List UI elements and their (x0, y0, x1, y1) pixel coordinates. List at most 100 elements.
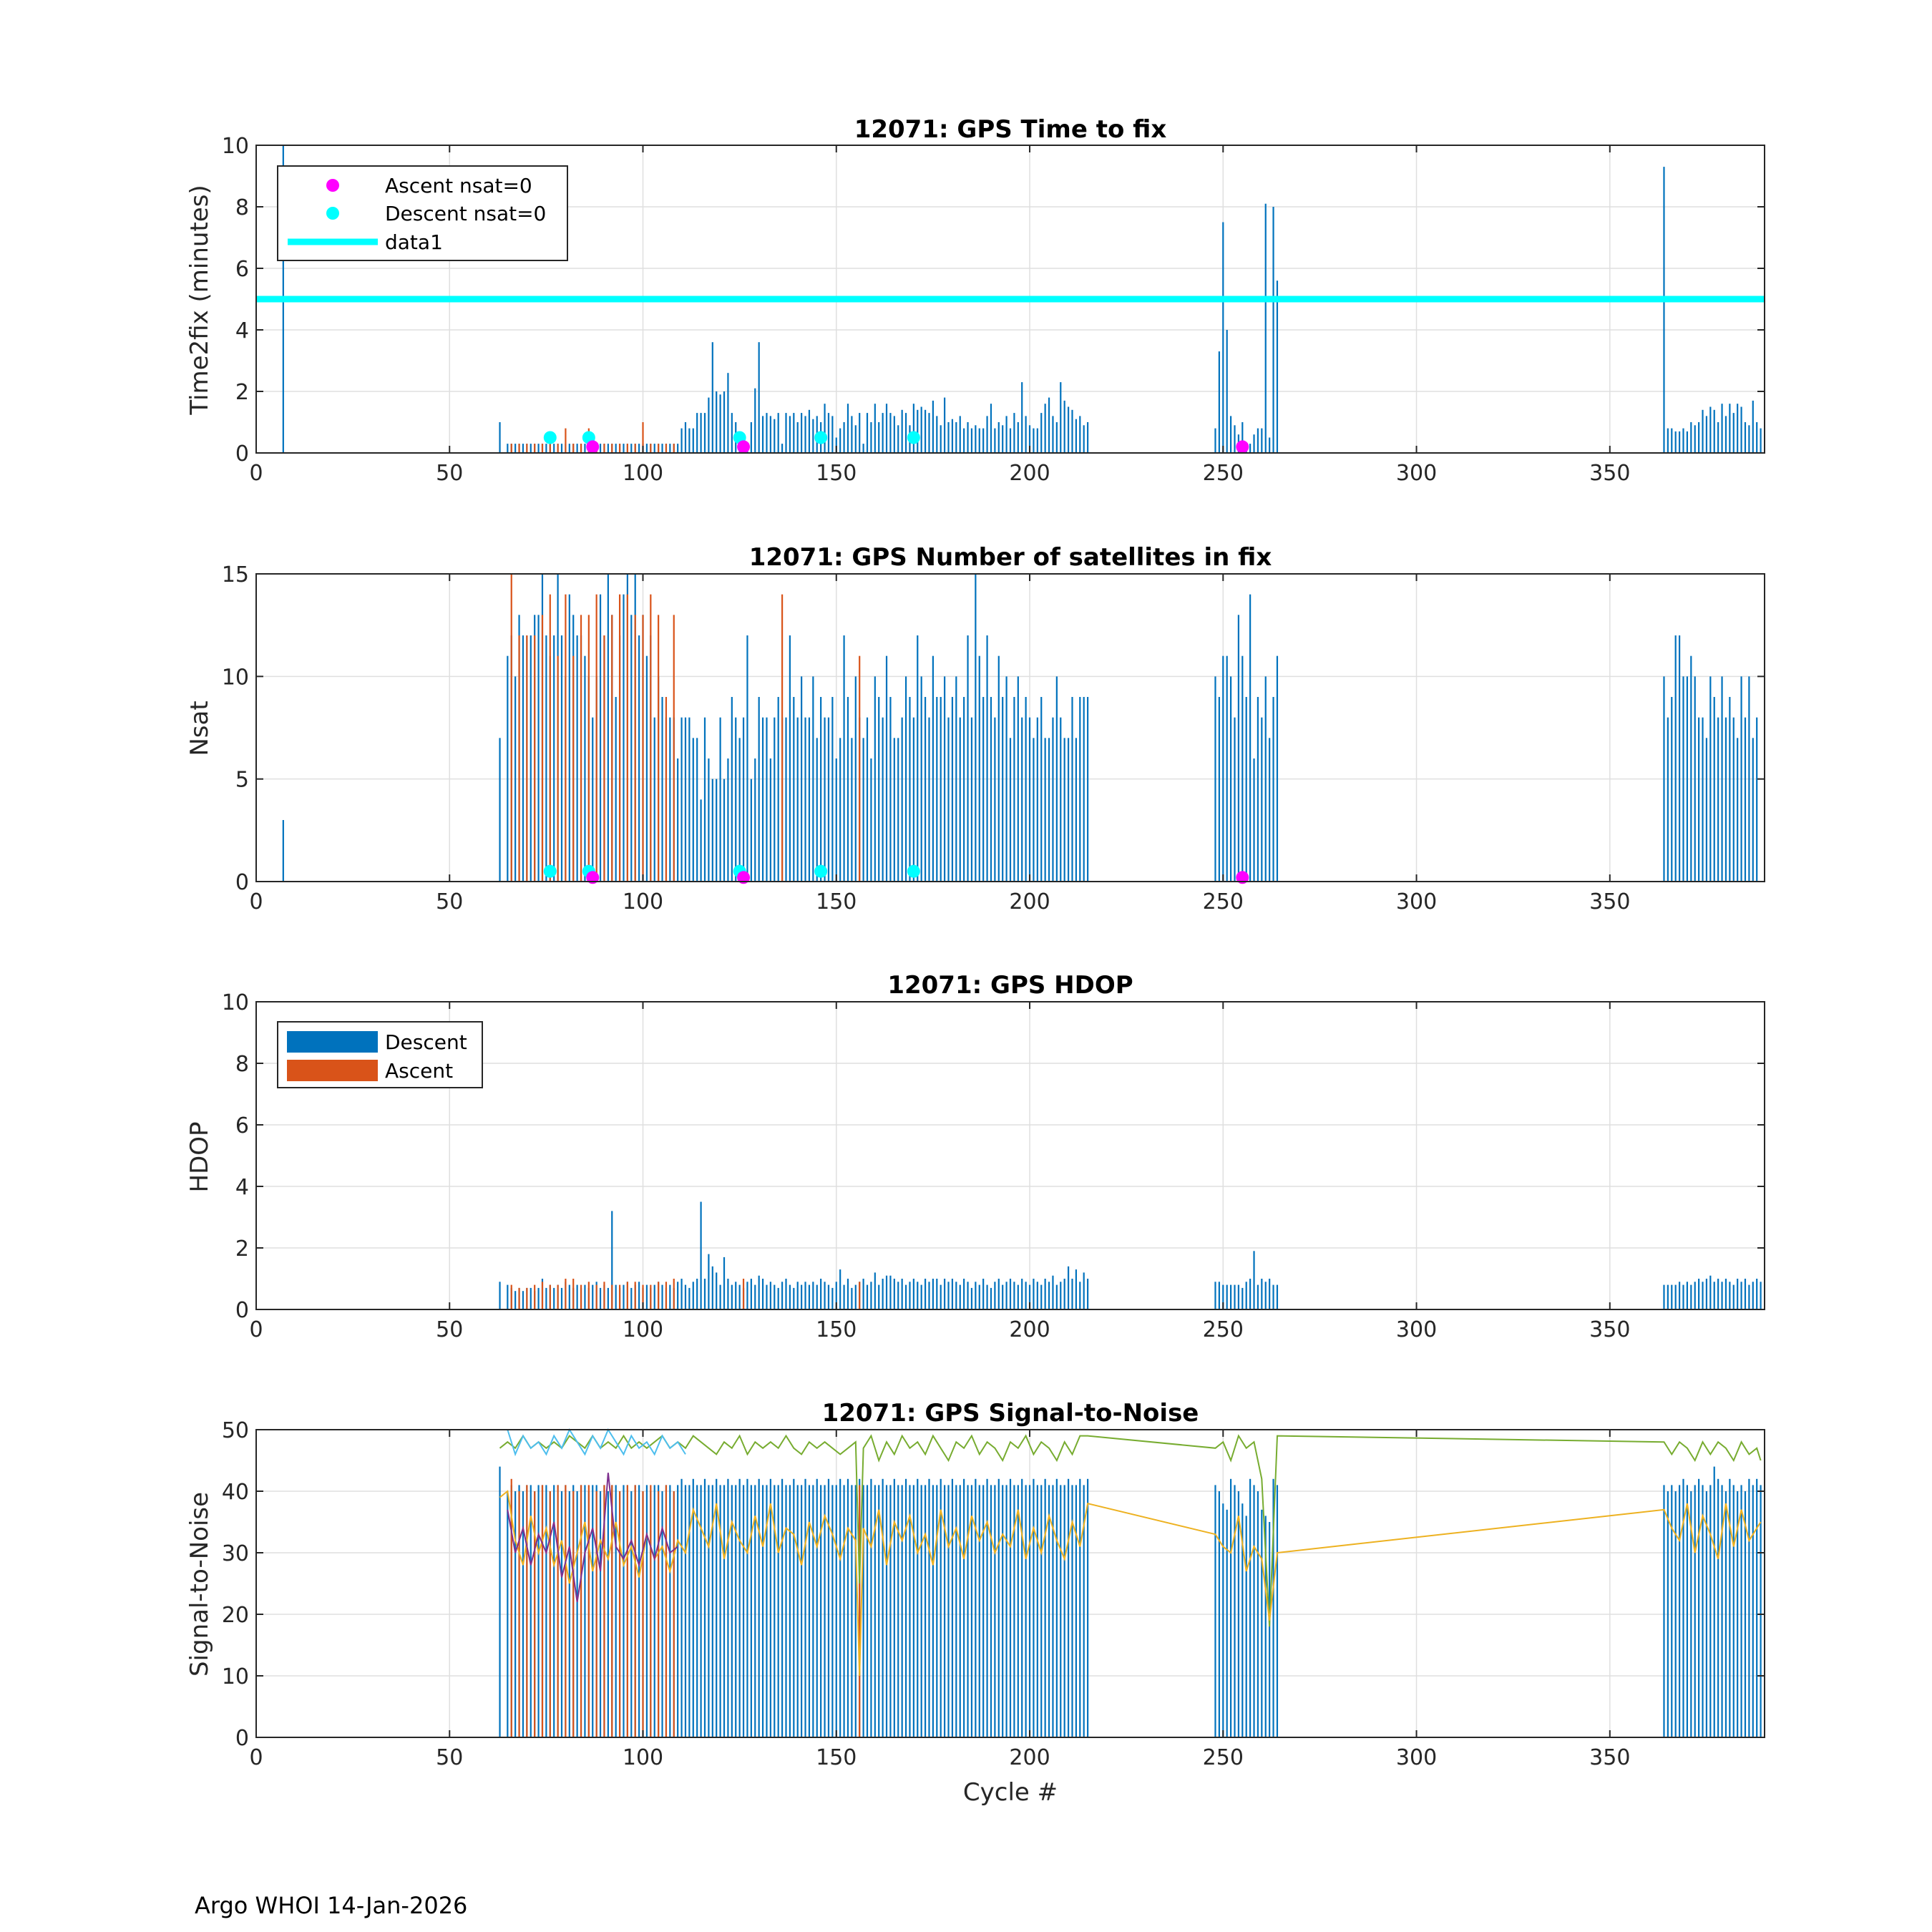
descent-bar (789, 416, 791, 453)
descent-bar (1721, 676, 1723, 882)
descent-bar (967, 1282, 969, 1309)
descent-bar (885, 1275, 888, 1309)
descent-bar (878, 1485, 880, 1737)
descent-bar (1214, 428, 1216, 453)
ascent-bar (526, 635, 528, 882)
y-tick-label: 40 (222, 1480, 249, 1505)
descent-bar (1717, 422, 1719, 453)
descent-bar (1237, 615, 1240, 882)
ascent-bar (611, 1284, 613, 1309)
descent-bar (839, 738, 841, 882)
descent-bar (1234, 717, 1236, 882)
descent-bar (904, 676, 907, 882)
x-tick-label: 250 (1203, 1745, 1244, 1770)
descent-bar (1002, 1485, 1004, 1737)
descent-bar (1005, 1485, 1008, 1737)
descent-bar (1686, 676, 1688, 882)
descent-bar (599, 594, 602, 882)
descent-bar (499, 738, 501, 882)
descent-bar (944, 1279, 946, 1309)
ascent-bar (572, 1279, 575, 1309)
ascent-bar (611, 1485, 613, 1737)
descent-bar (1264, 1516, 1267, 1737)
descent-bar (785, 1485, 787, 1737)
descent-bar (1214, 676, 1216, 882)
descent-bar (1269, 738, 1271, 882)
descent-bar (862, 1485, 864, 1737)
ascent-bar (673, 1279, 675, 1309)
descent-bar (1025, 1282, 1027, 1309)
ascent-bar (510, 1478, 512, 1737)
descent-bar (882, 413, 884, 453)
ascent-bar (634, 1485, 636, 1737)
descent-bar (1017, 676, 1019, 882)
descent-bar (1257, 428, 1259, 453)
y-tick-label: 20 (222, 1603, 249, 1628)
descent-bar (793, 1287, 795, 1309)
descent-bar (708, 1485, 710, 1737)
descent-bar (661, 444, 663, 453)
descent-bar (909, 697, 911, 882)
descent-bar (932, 655, 934, 882)
descent-bar (719, 394, 721, 453)
descent-bar (1729, 697, 1731, 882)
descent-bar (1229, 1284, 1232, 1309)
descent-bar (793, 1478, 795, 1737)
descent-bar (912, 1485, 914, 1737)
descent-bar (1025, 1485, 1027, 1737)
descent-bar (638, 1485, 640, 1737)
descent-bar (812, 1282, 814, 1309)
ascent-bar (565, 1485, 567, 1737)
ascent-bar (642, 615, 644, 882)
descent-bar (940, 697, 942, 882)
ascent-bar (626, 594, 628, 882)
descent-bar (990, 697, 992, 882)
descent-bar (1752, 400, 1754, 453)
snr-series-line (499, 1434, 1762, 1627)
descent-bar (607, 574, 609, 882)
ascent-bar (526, 1485, 528, 1737)
descent-bar (796, 1485, 799, 1737)
descent-bar (746, 1282, 748, 1309)
descent-bar (1717, 717, 1719, 882)
descent-bar (917, 409, 919, 453)
ascent-bar (595, 1491, 597, 1737)
descent-bar (1721, 1485, 1723, 1737)
hdop-panel: 0 50 100 150 200 250 300 350 0 2 4 6 8 10 12071: GPS … (185, 971, 1765, 1342)
descent-bar (1253, 1485, 1255, 1737)
descent-bar (1229, 676, 1232, 882)
descent-bar (1033, 1478, 1035, 1737)
descent-bar (1705, 738, 1708, 882)
descent-bar (1257, 697, 1259, 882)
descent-bar (978, 428, 980, 453)
descent-bar (812, 676, 814, 882)
descent-bar (1257, 1491, 1259, 1737)
descent-bar (831, 697, 834, 882)
descent-bar (1040, 697, 1043, 882)
descent-bar (661, 1284, 663, 1309)
ascent-bar (611, 444, 613, 453)
descent-bar (870, 758, 872, 882)
descent-bar (1682, 1284, 1684, 1309)
legend-data1-label: data1 (385, 230, 443, 254)
descent-bar (661, 697, 663, 882)
descent-bar (1013, 1282, 1015, 1309)
footer-credit: Argo WHOI 14-Jan-2026 (195, 1892, 468, 1919)
descent-bar (1033, 738, 1035, 882)
descent-bar (917, 1478, 919, 1737)
descent-bar (1017, 422, 1019, 453)
descent-bar (994, 1485, 996, 1737)
descent-bar (967, 635, 969, 882)
descent-bar (514, 444, 517, 453)
descent-bar (1075, 1485, 1077, 1737)
descent-bar (545, 635, 547, 882)
hdop-bars (499, 1201, 1762, 1309)
descent-bar (1732, 1284, 1735, 1309)
descent-bar (978, 655, 980, 882)
descent-bar (738, 1478, 741, 1737)
descent-bar (1740, 676, 1742, 882)
descent-bar (917, 1282, 919, 1309)
descent-bar (820, 1485, 822, 1737)
descent-bar (696, 738, 698, 882)
ascent-bar (603, 1282, 605, 1309)
